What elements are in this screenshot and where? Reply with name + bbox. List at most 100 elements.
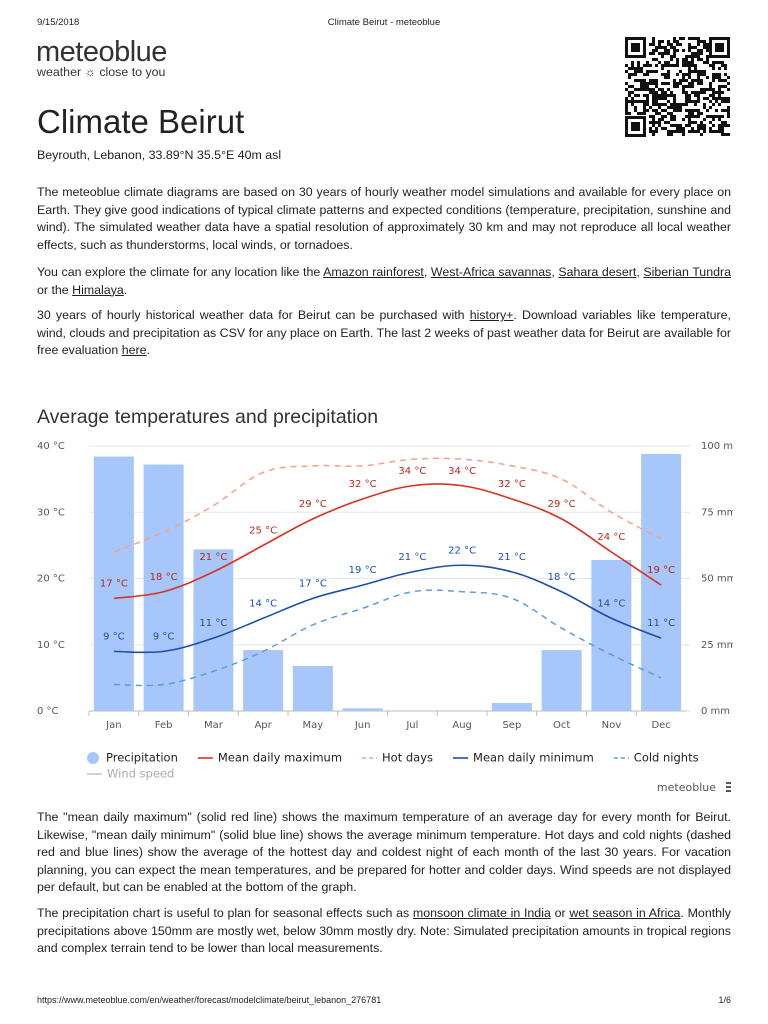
link[interactable]: here bbox=[121, 343, 147, 358]
qr-module bbox=[727, 124, 730, 127]
qr-module bbox=[652, 70, 655, 73]
qr-module bbox=[661, 103, 664, 106]
qr-module bbox=[682, 91, 685, 94]
link[interactable]: monsoon climate in India bbox=[412, 906, 551, 920]
qr-module bbox=[703, 124, 706, 127]
qr-module bbox=[673, 97, 676, 100]
qr-module bbox=[718, 85, 721, 88]
qr-module bbox=[679, 106, 682, 109]
qr-module bbox=[655, 127, 658, 130]
qr-module bbox=[673, 82, 676, 85]
link[interactable]: West-Africa savannas bbox=[430, 265, 552, 279]
qr-module bbox=[718, 73, 721, 76]
link[interactable]: Sahara desert bbox=[558, 265, 637, 279]
qr-module bbox=[661, 118, 664, 121]
qr-module bbox=[703, 91, 706, 94]
qr-module bbox=[640, 100, 643, 103]
qr-module bbox=[631, 97, 634, 100]
qr-module bbox=[673, 115, 676, 118]
qr-module bbox=[691, 55, 694, 58]
qr-module bbox=[718, 118, 721, 121]
qr-module bbox=[670, 112, 673, 115]
qr-module bbox=[688, 94, 691, 97]
qr-module bbox=[634, 106, 637, 109]
qr-module bbox=[673, 49, 676, 52]
qr-module bbox=[721, 124, 724, 127]
qr-module bbox=[661, 64, 664, 67]
qr-module bbox=[688, 100, 691, 103]
qr-module bbox=[643, 64, 646, 67]
qr-module bbox=[661, 40, 664, 43]
qr-module bbox=[673, 55, 676, 58]
link[interactable]: history+ bbox=[469, 308, 514, 322]
qr-module bbox=[727, 133, 730, 136]
qr-module bbox=[667, 88, 670, 91]
link[interactable]: Amazon rainforest bbox=[323, 265, 424, 279]
qr-module bbox=[658, 103, 661, 106]
qr-module bbox=[652, 43, 655, 46]
qr-module bbox=[706, 43, 709, 46]
qr-module bbox=[631, 73, 634, 76]
qr-module bbox=[652, 52, 655, 55]
qr-module bbox=[715, 109, 718, 112]
text: The "mean daily maximum" (solid red line… bbox=[37, 810, 731, 895]
qr-module bbox=[703, 103, 706, 106]
qr-module bbox=[664, 115, 667, 118]
qr-module bbox=[634, 67, 637, 70]
qr-module bbox=[718, 91, 721, 94]
qr-module bbox=[685, 103, 688, 106]
qr-module bbox=[676, 127, 679, 130]
qr-module bbox=[652, 121, 655, 124]
qr-module bbox=[670, 43, 673, 46]
qr-module bbox=[682, 88, 685, 91]
qr-module bbox=[694, 55, 697, 58]
qr-module bbox=[637, 61, 640, 64]
qr-module bbox=[721, 85, 724, 88]
qr-module bbox=[715, 115, 718, 118]
qr-module bbox=[634, 70, 637, 73]
y-tick-label: 40 °C bbox=[37, 441, 65, 452]
qr-module bbox=[640, 88, 643, 91]
x-tick-label: Jul bbox=[405, 720, 418, 731]
qr-module bbox=[715, 100, 718, 103]
link[interactable]: wet season in Africa bbox=[569, 906, 681, 920]
link[interactable]: Siberian Tundra bbox=[643, 265, 731, 279]
qr-module bbox=[643, 106, 646, 109]
qr-module bbox=[667, 49, 670, 52]
qr-module bbox=[697, 94, 700, 97]
link[interactable]: Himalaya bbox=[72, 282, 124, 297]
qr-module bbox=[697, 115, 700, 118]
qr-module bbox=[628, 73, 631, 76]
qr-module bbox=[652, 124, 655, 127]
qr-module bbox=[694, 130, 697, 133]
qr-module bbox=[691, 115, 694, 118]
qr-module bbox=[652, 40, 655, 43]
qr-module bbox=[697, 124, 700, 127]
x-tick-label: Jan bbox=[105, 720, 121, 731]
subtitle: Beyrouth, Lebanon, 33.89°N 35.5°E 40m as… bbox=[37, 148, 282, 162]
qr-module bbox=[625, 112, 628, 115]
qr-module bbox=[652, 115, 655, 118]
text: 30 years of hourly historical weather da… bbox=[37, 308, 470, 322]
qr-module bbox=[661, 109, 664, 112]
qr-module bbox=[625, 109, 628, 112]
x-tick-label: Sep bbox=[502, 720, 521, 731]
qr-module bbox=[658, 61, 661, 64]
qr-module bbox=[697, 55, 700, 58]
qr-module bbox=[679, 82, 682, 85]
qr-module bbox=[661, 46, 664, 49]
qr-module bbox=[712, 61, 715, 64]
qr-module bbox=[724, 79, 727, 82]
qr-module bbox=[649, 43, 652, 46]
qr-module bbox=[637, 67, 640, 70]
qr-module bbox=[643, 103, 646, 106]
qr-module bbox=[697, 76, 700, 79]
qr-module bbox=[655, 94, 658, 97]
qr-module bbox=[691, 52, 694, 55]
qr-module bbox=[685, 58, 688, 61]
qr-module bbox=[643, 82, 646, 85]
qr-module bbox=[712, 73, 715, 76]
qr-module bbox=[691, 100, 694, 103]
qr-module bbox=[664, 73, 667, 76]
text: . Download variables like temperature, w… bbox=[37, 308, 731, 358]
